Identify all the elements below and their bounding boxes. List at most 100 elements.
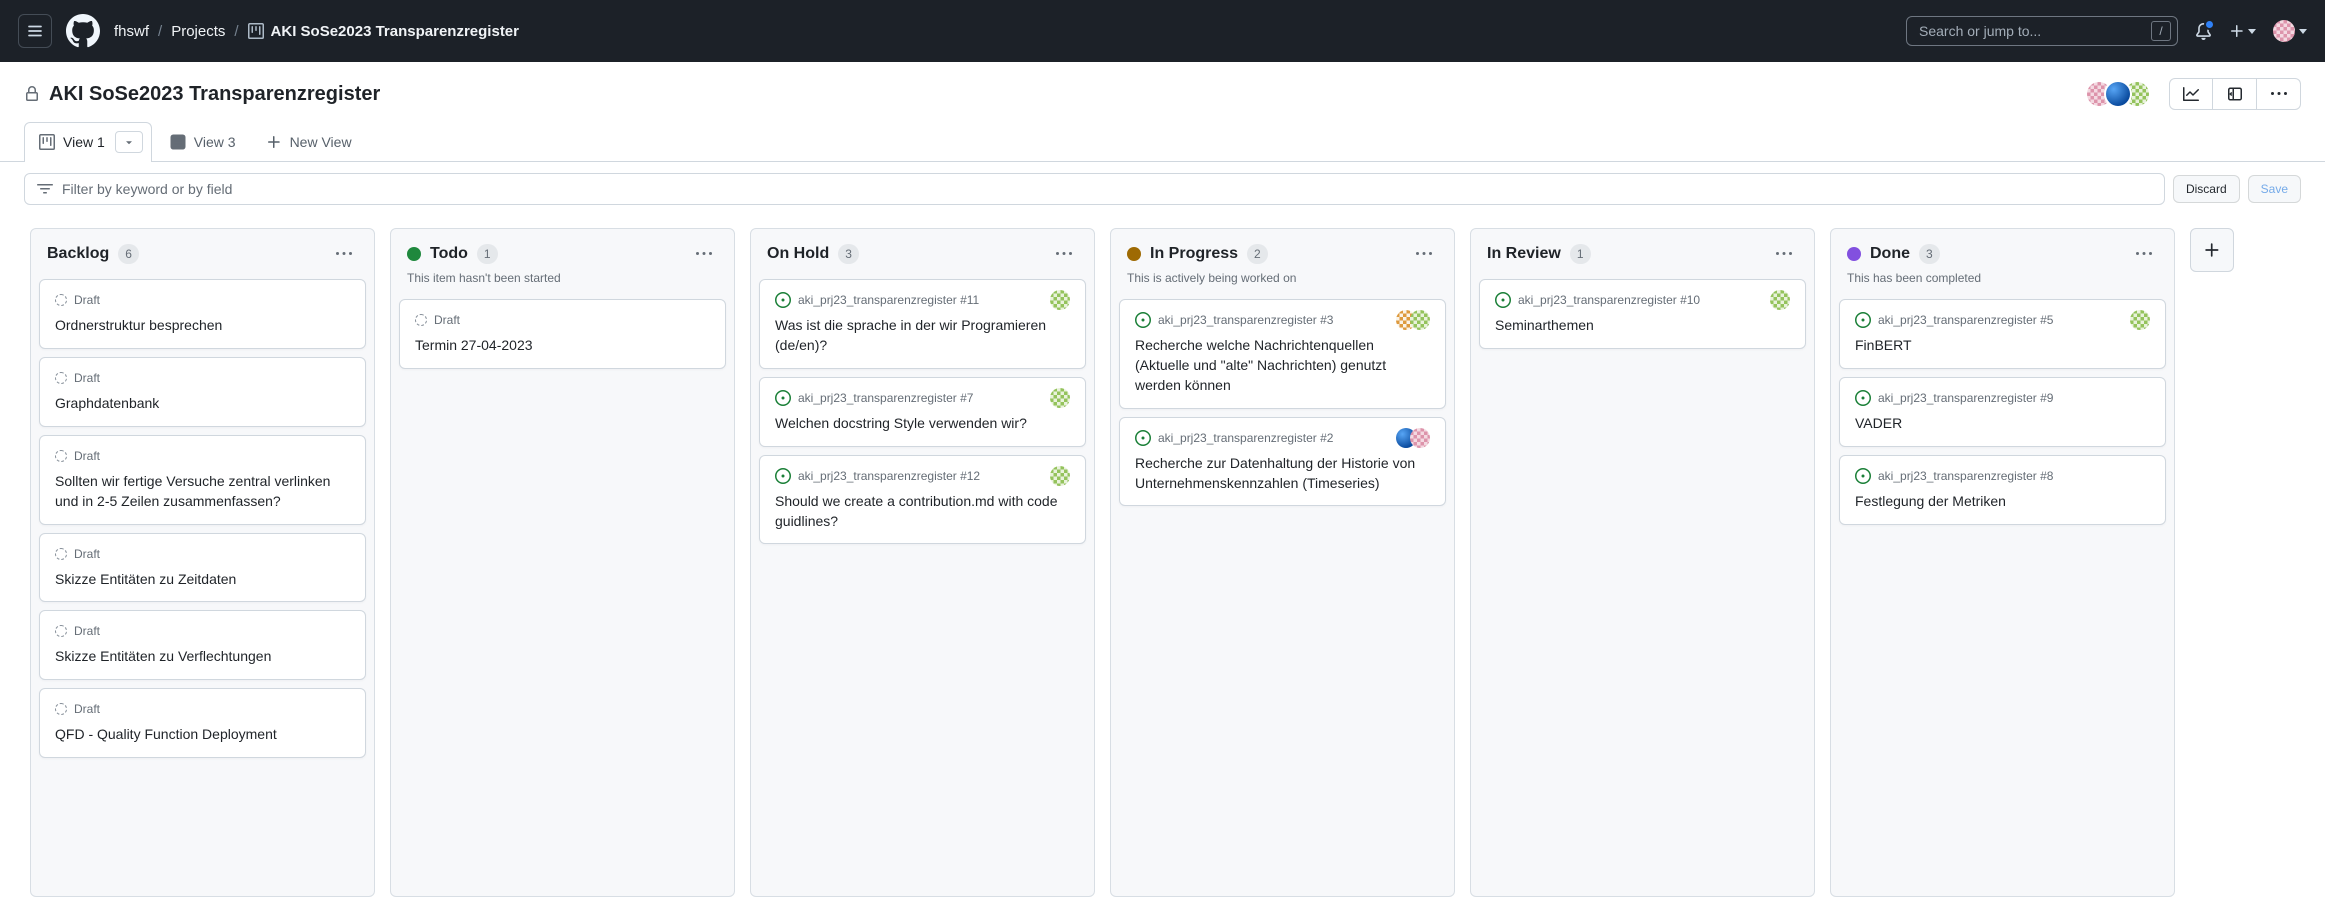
- plus-icon: [266, 134, 282, 150]
- draft-card[interactable]: Draft Termin 27-04-2023: [399, 299, 726, 369]
- column-menu-button[interactable]: [1050, 242, 1078, 266]
- user-avatar: [2273, 20, 2295, 42]
- card-title: Ordnerstruktur besprechen: [55, 317, 223, 333]
- card-title: Skizze Entitäten zu Verflechtungen: [55, 648, 272, 665]
- column-menu-button[interactable]: [330, 242, 358, 266]
- tab-label: View 1: [63, 134, 105, 150]
- card-issue-meta: aki_prj23_transparenzregister #3: [1158, 313, 1334, 327]
- draft-card[interactable]: Draft Sollten wir fertige Versuche zentr…: [39, 434, 366, 525]
- search-placeholder: Search or jump to...: [1919, 23, 2042, 39]
- kebab-menu-icon: [1776, 246, 1792, 262]
- column-menu-button[interactable]: [1410, 242, 1438, 266]
- card-issue-meta: aki_prj23_transparenzregister #7: [798, 390, 974, 405]
- issue-card[interactable]: aki_prj23_transparenzregister #2 Recherc…: [1119, 416, 1446, 507]
- breadcrumb-projects-link[interactable]: Projects: [171, 22, 226, 40]
- avatar-blue-sphere[interactable]: [2104, 80, 2132, 108]
- card-assignee-avatars: [1050, 387, 1070, 408]
- issue-card[interactable]: aki_prj23_transparenzregister #11 Was is…: [759, 279, 1086, 369]
- issue-card[interactable]: aki_prj23_transparenzregister #3 Recherc…: [1119, 299, 1446, 409]
- filter-field: [24, 173, 2165, 205]
- column-header: Todo 1: [391, 229, 734, 271]
- card-draft-label: Draft: [74, 370, 101, 385]
- column-name: In Progress: [1150, 245, 1239, 262]
- new-view-label: New View: [289, 134, 352, 150]
- card-assignee-avatars: [1050, 465, 1070, 486]
- card-issue-meta: aki_prj23_transparenzregister #9: [1878, 390, 2054, 405]
- card-title: Termin 27-04-2023: [415, 337, 533, 353]
- header-actions: Search or jump to... /: [1906, 16, 2307, 46]
- column-menu-button[interactable]: [1770, 242, 1798, 266]
- project-board: Backlog 6 Draft Ordnerstruktur bespreche…: [0, 216, 2325, 897]
- view-options-button[interactable]: [114, 131, 143, 153]
- column-header: On Hold 3: [751, 229, 1094, 271]
- card-issue-meta: aki_prj23_transparenzregister #2: [1158, 430, 1334, 445]
- board-column: Done 3 This has been completed aki_prj23…: [1830, 228, 2175, 897]
- unread-notifications-dot: [2204, 18, 2215, 30]
- card-issue-meta: aki_prj23_transparenzregister #8: [1878, 468, 2054, 483]
- column-status-dot: [1127, 247, 1141, 261]
- open-issue-icon: [1495, 292, 1511, 308]
- card-title: Sollten wir fertige Versuche zentral ver…: [55, 472, 331, 509]
- global-header: fhswf / Projects / AKI SoSe2023 Transpar…: [0, 0, 2325, 62]
- column-count-badge: 1: [1569, 244, 1591, 264]
- column-header: Done 3: [1831, 229, 2174, 271]
- filter-input[interactable]: [62, 181, 2152, 197]
- save-button[interactable]: Save: [2247, 175, 2301, 203]
- side-panel-button[interactable]: [2213, 78, 2257, 110]
- card-title: Skizze Entitäten zu Zeitdaten: [55, 570, 237, 587]
- column-count-badge: 6: [118, 244, 139, 264]
- issue-card[interactable]: aki_prj23_transparenzregister #10 Semina…: [1479, 279, 1806, 349]
- kebab-menu-icon: [696, 246, 712, 262]
- draft-card[interactable]: Draft QFD - Quality Function Deployment: [39, 688, 366, 759]
- github-logo-icon[interactable]: [66, 14, 100, 48]
- card-title: Welchen docstring Style verwenden wir?: [775, 414, 1027, 431]
- filter-bar: Discard Save: [0, 162, 2325, 216]
- issue-card[interactable]: aki_prj23_transparenzregister #5 FinBERT: [1839, 299, 2166, 369]
- column-menu-button[interactable]: [690, 242, 718, 266]
- card-assignee-avatars: [1050, 290, 1070, 310]
- column-menu-button[interactable]: [2130, 242, 2158, 266]
- issue-card[interactable]: aki_prj23_transparenzregister #9 VADER: [1839, 376, 2166, 447]
- create-new-menu[interactable]: [2229, 23, 2256, 39]
- issue-card[interactable]: aki_prj23_transparenzregister #12 Should…: [759, 454, 1086, 545]
- open-issue-icon: [775, 389, 791, 406]
- notifications-bell-icon[interactable]: [2195, 18, 2215, 40]
- discard-button[interactable]: Discard: [2172, 175, 2240, 203]
- card-assignee-avatars: [1396, 427, 1430, 448]
- card-title: VADER: [1855, 414, 1903, 431]
- draft-card[interactable]: Draft Graphdatenbank: [39, 356, 366, 427]
- search-input[interactable]: Search or jump to... /: [1906, 16, 2178, 46]
- avatar-green-identicon: [1050, 387, 1070, 408]
- open-issue-icon: [1855, 467, 1871, 484]
- issue-card[interactable]: aki_prj23_transparenzregister #7 Welchen…: [759, 376, 1086, 447]
- new-view-button[interactable]: New View: [254, 125, 364, 161]
- breadcrumb-org-link[interactable]: fhswf: [114, 22, 150, 40]
- add-column-button[interactable]: [2190, 228, 2234, 272]
- hamburger-menu-button[interactable]: [18, 14, 52, 48]
- draft-icon: [55, 371, 67, 384]
- avatar-pink-identicon: [1410, 427, 1430, 448]
- breadcrumb-project-link[interactable]: AKI SoSe2023 Transparenzregister: [247, 23, 519, 40]
- table-view-icon: [170, 134, 186, 150]
- draft-card[interactable]: Draft Skizze Entitäten zu Zeitdaten: [39, 532, 366, 603]
- draft-card[interactable]: Draft Ordnerstruktur besprechen: [39, 279, 366, 349]
- hamburger-icon: [27, 23, 43, 39]
- column-count-badge: 3: [838, 244, 859, 264]
- insights-graph-icon: [2183, 86, 2199, 102]
- issue-card[interactable]: aki_prj23_transparenzregister #8 Festleg…: [1839, 454, 2166, 525]
- user-account-menu[interactable]: [2273, 20, 2307, 42]
- avatar-green-identicon: [1770, 290, 1790, 310]
- draft-card[interactable]: Draft Skizze Entitäten zu Verflechtungen: [39, 610, 366, 681]
- card-title: Recherche zur Datenhaltung der Historie …: [1135, 454, 1416, 491]
- card-draft-label: Draft: [74, 293, 101, 307]
- tab-view-3[interactable]: View 3: [158, 125, 248, 161]
- column-name: On Hold: [767, 245, 830, 262]
- tab-view-1[interactable]: View 1: [24, 122, 152, 162]
- open-issue-icon: [1135, 312, 1151, 328]
- open-issue-icon: [775, 467, 791, 484]
- insights-button[interactable]: [2169, 78, 2213, 110]
- project-menu-button[interactable]: [2257, 78, 2301, 110]
- column-name: Backlog: [47, 245, 110, 262]
- view-tabs: View 1 View 3 New View: [0, 116, 2325, 162]
- chevron-down-icon: [2299, 28, 2307, 34]
